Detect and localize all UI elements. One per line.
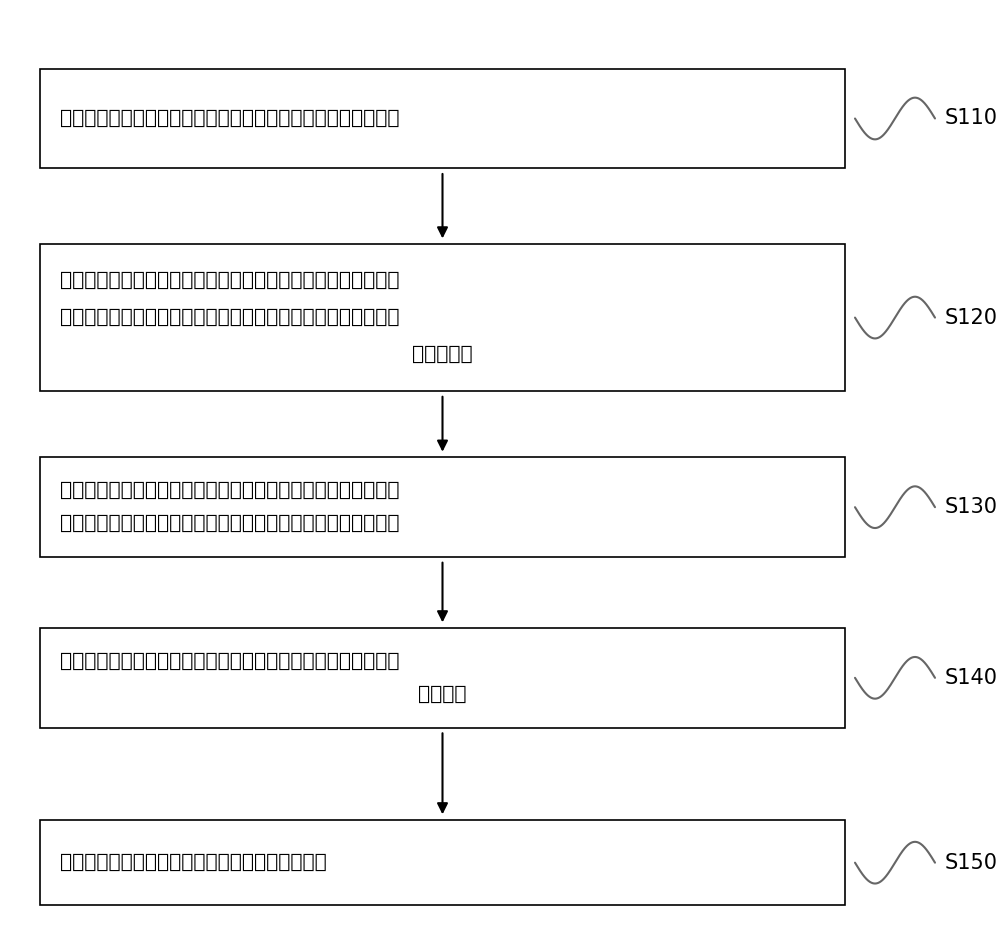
Text: 计算先验概率和条件概率的乘积得到数值，数值表征基站的故障: 计算先验概率和条件概率的乘积得到数值，数值表征基站的故障 bbox=[60, 651, 400, 671]
Bar bbox=[40, 244, 845, 391]
Text: S110: S110 bbox=[945, 108, 998, 129]
Text: S140: S140 bbox=[945, 667, 998, 688]
Text: 确定大于预设阈值的数值对应的基站为目标基站。: 确定大于预设阈值的数值对应的基站为目标基站。 bbox=[60, 853, 327, 872]
Text: S120: S120 bbox=[945, 307, 998, 328]
Text: 获取核心网的信令数据，信令数据包括终端与基站的交互数据。: 获取核心网的信令数据，信令数据包括终端与基站的交互数据。 bbox=[60, 109, 400, 128]
Bar bbox=[40, 458, 845, 557]
Text: 将目标时序交互数据中的多个特征向量输入预设模型，通过预设: 将目标时序交互数据中的多个特征向量输入预设模型，通过预设 bbox=[60, 481, 400, 501]
Bar bbox=[40, 629, 845, 728]
Text: 序交互数据，目标时序交互数据包括终端与基站通信交互的多个: 序交互数据，目标时序交互数据包括终端与基站通信交互的多个 bbox=[60, 308, 400, 327]
Text: 特征向量。: 特征向量。 bbox=[412, 345, 473, 364]
Text: 从交互数据提取第一预设时间段内终端与基站通信交互的目标时: 从交互数据提取第一预设时间段内终端与基站通信交互的目标时 bbox=[60, 271, 400, 290]
Text: 风险值。: 风险值。 bbox=[418, 684, 467, 704]
Bar bbox=[40, 820, 845, 905]
Bar bbox=[40, 69, 845, 169]
Text: S130: S130 bbox=[945, 497, 998, 518]
Text: 模型计算目标时序交互数据中每个类别的先验概率和条件概率。: 模型计算目标时序交互数据中每个类别的先验概率和条件概率。 bbox=[60, 514, 400, 534]
Text: S150: S150 bbox=[945, 852, 998, 873]
